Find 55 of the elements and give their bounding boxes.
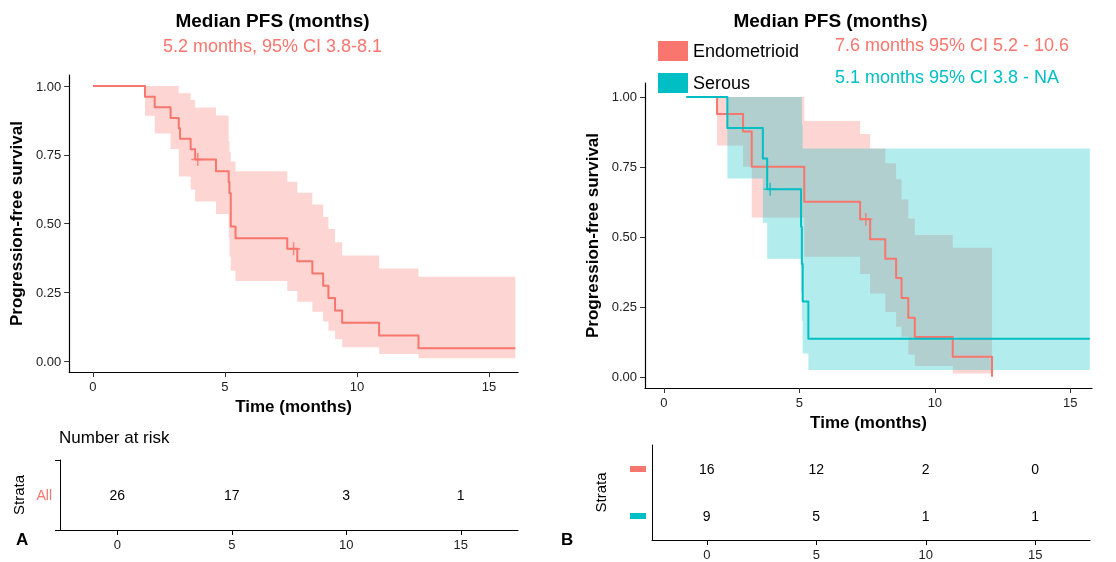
data-label: 1 [921,508,930,525]
x-tick-label: 10 [349,379,365,395]
y-tick-label: 0.00 [611,369,637,385]
x-tick-label: 5 [221,379,229,395]
chart-title: Median PFS (months) [733,10,928,31]
y-tick-label: 0.00 [35,353,62,369]
x-tick-label: 10 [339,537,354,552]
data-label: 0 [1031,460,1040,477]
text: 7.6 months 95% CI 5.2 - 10.6 [835,35,1070,55]
x-axis-title: Time (months) [810,412,927,432]
chart-subtitle: 5.2 months, 95% CI 3.8-8.1 [162,36,383,56]
chart-title: Number at risk [59,428,171,447]
y-axis-title: Strata [592,471,609,513]
x-tick-label: 0 [660,395,668,410]
y-tick-label: 0.25 [35,284,62,300]
data-label: 12 [808,460,825,477]
x-axis-title: Time (months) [235,397,353,416]
text: A [16,530,29,549]
y-axis-title: Strata [9,474,27,516]
data-label: 1 [456,487,465,503]
data-label: 5 [812,508,821,525]
y-tick-label: 1.00 [611,89,637,105]
x-tick-label: 5 [812,547,820,562]
y-tick-label: 1.00 [35,78,62,94]
y-tick-label: 0.75 [611,159,637,175]
x-tick-label: 15 [1063,395,1078,410]
data-label: 9 [702,508,711,525]
chart-title: Median PFS (months) [175,10,370,31]
legend-label: Endometrioid [693,41,800,61]
y-tick-label: 0.50 [35,216,62,232]
y-tick-label: 0.50 [611,229,637,245]
y-axis-title: Progression-free survival [7,121,26,327]
data-label: 2 [921,460,930,477]
y-tick-label: 0.25 [611,299,637,315]
x-tick-label: 5 [228,537,236,552]
y-tick-label: 0.75 [35,147,62,163]
legend-label: Serous [693,73,751,93]
x-tick-label: 10 [918,547,933,562]
x-tick-label: 0 [89,379,97,395]
data-label: 26 [109,487,126,503]
annotation: 5.1 months 95% CI 3.8 - NA [835,67,1060,87]
x-tick-label: 5 [795,395,804,410]
x-tick-label: 10 [927,395,943,410]
x-tick-label: 15 [453,537,468,552]
x-tick-label: 15 [481,379,497,395]
y-tick-label: All [36,487,52,503]
x-tick-label: 0 [703,547,711,562]
data-label: 17 [223,487,240,503]
x-tick-label: 15 [1028,547,1043,562]
x-tick-label: 0 [113,537,121,552]
text: B [561,530,574,549]
data-label: 3 [342,487,351,503]
data-label: 1 [1031,508,1040,525]
y-axis-title: Progression-free survival [582,132,602,339]
data-label: 16 [698,460,715,477]
